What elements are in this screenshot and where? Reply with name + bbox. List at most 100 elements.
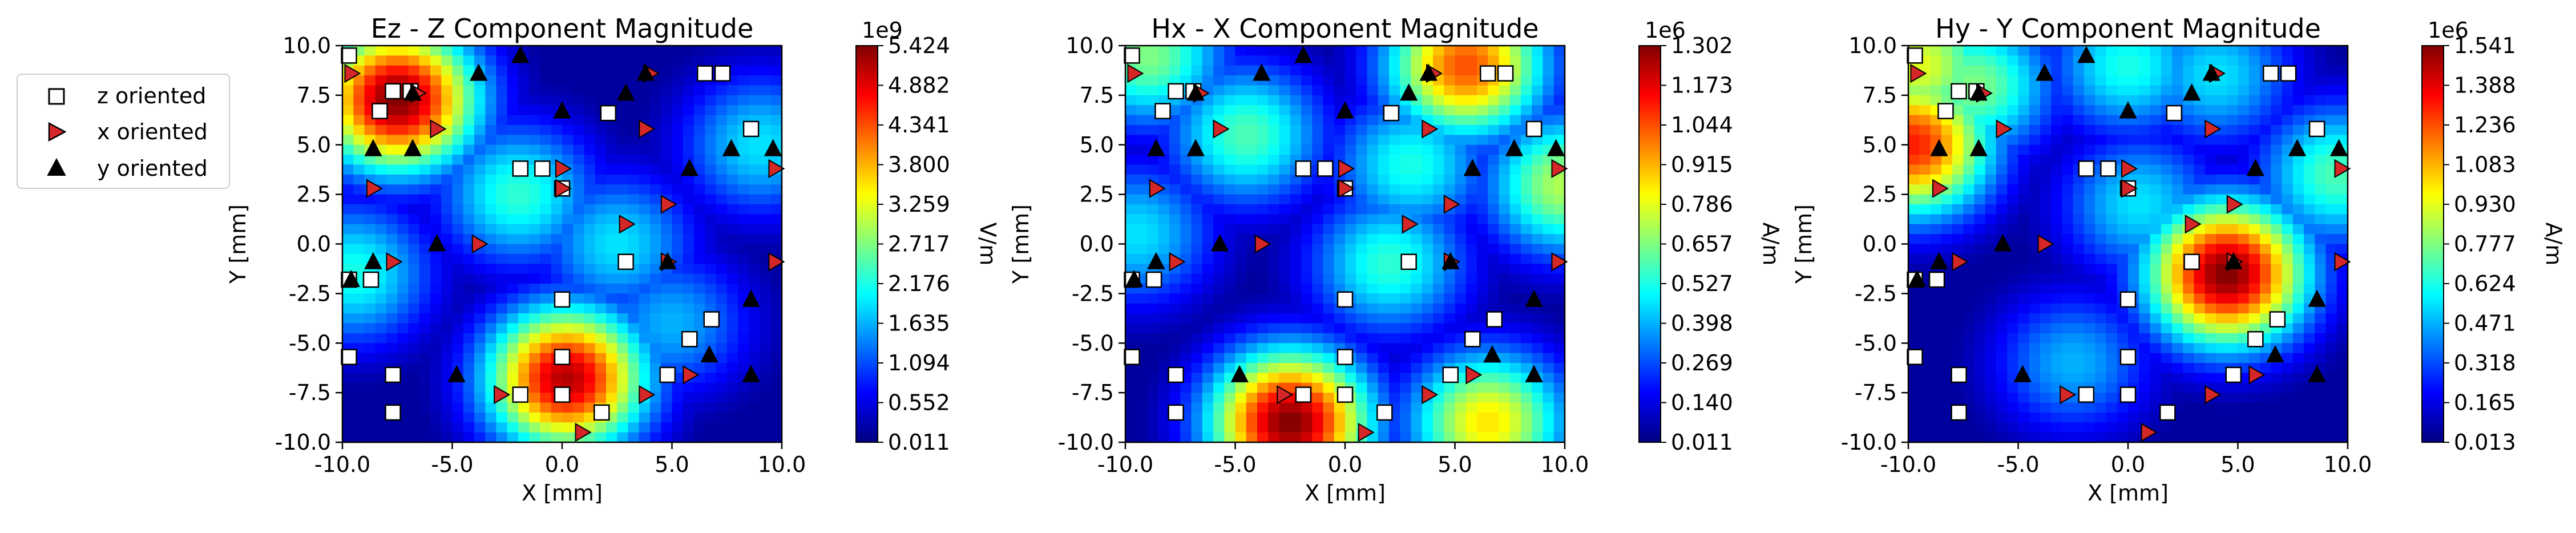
- probe-z-oriented: [1295, 160, 1312, 177]
- probe-x-oriented: [430, 119, 447, 139]
- heatmap-cell: [628, 144, 640, 155]
- colorbar-band: [1639, 360, 1661, 364]
- heatmap-cell: [529, 55, 541, 66]
- heatmap-cell: [342, 164, 354, 175]
- heatmap-cell: [562, 95, 574, 106]
- heatmap-cell: [1488, 422, 1500, 433]
- heatmap-cell: [1224, 402, 1236, 413]
- heatmap-cell: [452, 402, 464, 413]
- heatmap-cell: [672, 323, 684, 334]
- colorbar-band: [1639, 406, 1661, 410]
- probe-z-oriented: [385, 366, 401, 383]
- heatmap-cell: [1422, 194, 1434, 205]
- heatmap-cell: [1334, 253, 1346, 265]
- heatmap-cell: [2172, 194, 2184, 205]
- heatmap-cell: [2128, 273, 2140, 284]
- heatmap-cell: [1532, 75, 1544, 86]
- probe-y-oriented: [1125, 269, 1144, 288]
- heatmap-cell: [1158, 363, 1170, 374]
- heatmap-cell: [2095, 184, 2107, 195]
- heatmap-cell: [1422, 135, 1434, 146]
- heatmap-cell: [496, 65, 508, 76]
- heatmap-cell: [1509, 244, 1521, 255]
- heatmap-cell: [1919, 125, 1931, 136]
- heatmap-cell: [408, 125, 420, 136]
- heatmap-cell: [2095, 46, 2107, 56]
- heatmap-cell: [1553, 382, 1565, 393]
- heatmap-cell: [2172, 244, 2184, 255]
- colorbar-band: [856, 188, 878, 192]
- legend-entry-y: y oriented: [47, 156, 208, 181]
- heatmap-cell: [683, 65, 695, 76]
- heatmap-cell: [342, 303, 354, 314]
- heatmap-cell: [2007, 363, 2019, 374]
- heatmap-cell: [364, 46, 376, 56]
- heatmap-cell: [1279, 293, 1291, 304]
- heatmap-cell: [2018, 264, 2030, 274]
- heatmap-cell: [1213, 293, 1225, 304]
- heatmap-cell: [1400, 293, 1412, 304]
- heatmap-cell: [595, 75, 607, 86]
- heatmap-cell: [1312, 55, 1324, 66]
- heatmap-cell: [2216, 343, 2228, 354]
- probe-z-oriented: [362, 271, 379, 288]
- heatmap-cell: [2216, 115, 2228, 126]
- heatmap-cell: [1543, 313, 1555, 324]
- chart-title: Hx - X Component Magnitude: [1151, 13, 1539, 44]
- heatmap-cell: [2084, 244, 2096, 255]
- heatmap-cell: [2336, 353, 2348, 364]
- heatmap-cell: [573, 85, 585, 96]
- heatmap-cell: [1444, 46, 1456, 56]
- heatmap-cell: [760, 432, 772, 443]
- heatmap-cell: [1985, 164, 1997, 175]
- heatmap-cell: [2106, 284, 2118, 294]
- heatmap-cell: [1224, 293, 1236, 304]
- heatmap-cell: [2304, 155, 2316, 165]
- heatmap-cell: [726, 184, 738, 195]
- heatmap-cell: [507, 174, 519, 185]
- colorbar-band: [856, 286, 878, 291]
- heatmap-cell: [2282, 105, 2294, 116]
- heatmap-cell: [2282, 55, 2294, 66]
- heatmap-cell: [2128, 125, 2140, 136]
- heatmap-cell: [1553, 75, 1565, 86]
- colorbar-band: [856, 88, 878, 92]
- heatmap-cell: [518, 184, 530, 195]
- heatmap-cell: [419, 65, 431, 76]
- heatmap-cell: [573, 75, 585, 86]
- heatmap-cell: [1411, 273, 1423, 284]
- heatmap-cell: [1323, 333, 1335, 344]
- heatmap-cell: [2029, 253, 2041, 265]
- heatmap-cell: [397, 273, 409, 284]
- heatmap-cell: [474, 115, 486, 126]
- heatmap-cell: [2084, 95, 2096, 106]
- heatmap-cell: [1323, 264, 1335, 274]
- heatmap-cell: [1553, 284, 1565, 294]
- heatmap-cell: [1279, 65, 1291, 76]
- heatmap-cell: [1499, 244, 1511, 255]
- heatmap-cell: [496, 115, 508, 126]
- heatmap-cell: [573, 105, 585, 116]
- probe-y-oriented: [1147, 252, 1165, 269]
- heatmap-cell: [507, 65, 519, 76]
- heatmap-cell: [595, 144, 607, 155]
- heatmap-cell: [474, 214, 486, 225]
- heatmap-cell: [1465, 393, 1477, 403]
- heatmap-cell: [716, 214, 728, 225]
- heatmap-cell: [2172, 353, 2184, 364]
- heatmap-cell: [1323, 422, 1335, 433]
- heatmap-cell: [2007, 343, 2019, 354]
- heatmap-cell: [2282, 343, 2294, 354]
- heatmap-cell: [1323, 393, 1335, 403]
- probe-y-oriented: [1336, 101, 1354, 119]
- colorbar-band: [1639, 402, 1661, 407]
- heatmap-cell: [1257, 253, 1269, 265]
- heatmap-cell: [1367, 343, 1379, 354]
- heatmap-cell: [639, 293, 651, 304]
- heatmap-cell: [441, 105, 453, 116]
- heatmap-cell: [441, 382, 453, 393]
- heatmap-cell: [1985, 253, 1997, 265]
- heatmap-cell: [2040, 155, 2052, 165]
- colorbar-band: [1639, 108, 1661, 112]
- heatmap-cell: [551, 333, 563, 344]
